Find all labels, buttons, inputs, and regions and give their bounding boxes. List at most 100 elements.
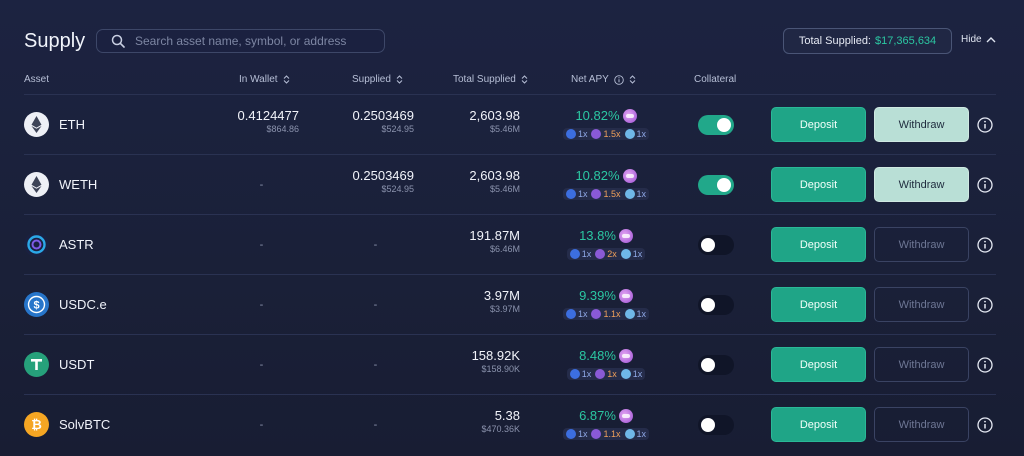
deposit-button[interactable]: Deposit bbox=[771, 167, 866, 202]
total-supplied-cell: 3.97M $3.97M bbox=[454, 288, 520, 314]
supplied-cell: 0.2503469 $524.95 bbox=[337, 108, 414, 134]
points-multipliers: 1x 1.5x 1x bbox=[562, 188, 650, 200]
collateral-toggle[interactable] bbox=[698, 115, 734, 135]
points-token-icon bbox=[569, 249, 580, 259]
asset-name: USDT bbox=[59, 357, 95, 372]
net-apy-value[interactable]: 10.82% bbox=[575, 108, 637, 123]
total-supplied-usd: $158.90K bbox=[481, 364, 520, 374]
info-icon[interactable] bbox=[977, 117, 993, 133]
supplied-cell: - bbox=[373, 299, 378, 311]
deposit-button[interactable]: Deposit bbox=[771, 407, 866, 442]
column-header-supplied[interactable]: Supplied bbox=[352, 74, 403, 85]
eth-icon bbox=[24, 112, 49, 137]
multiplier-2: 1.1x bbox=[591, 429, 621, 439]
asset-name: USDC.e bbox=[59, 297, 107, 312]
sort-icon bbox=[521, 75, 528, 84]
asset-cell[interactable]: ₿ SolvBTC bbox=[24, 412, 110, 437]
points-multipliers: 1x 1.5x 1x bbox=[562, 128, 650, 140]
asset-cell[interactable]: $ USDC.e bbox=[24, 292, 107, 317]
in-wallet-cell: - bbox=[259, 419, 264, 431]
total-supplied-usd: $5.46M bbox=[489, 184, 520, 194]
svg-text:$: $ bbox=[33, 300, 39, 312]
points-token-icon bbox=[595, 369, 606, 379]
multiplier-2-value: 1.5x bbox=[603, 129, 621, 139]
search-box[interactable] bbox=[96, 29, 385, 53]
multiplier-3: 1x bbox=[624, 129, 647, 139]
usdt-icon bbox=[24, 352, 49, 377]
info-icon[interactable] bbox=[977, 177, 993, 193]
multiplier-3-value: 1x bbox=[632, 249, 643, 259]
multiplier-2: 1.5x bbox=[591, 129, 621, 139]
collateral-toggle[interactable] bbox=[698, 295, 734, 315]
points-token-icon bbox=[591, 429, 602, 439]
asset-cell[interactable]: USDT bbox=[24, 352, 94, 377]
info-icon[interactable] bbox=[977, 237, 993, 253]
multiplier-2-value: 1.1x bbox=[603, 309, 621, 319]
hide-toggle[interactable]: Hide bbox=[961, 34, 996, 45]
sort-icon bbox=[283, 75, 290, 84]
net-apy-percent: 6.87% bbox=[579, 408, 616, 423]
net-apy-value[interactable]: 6.87% bbox=[579, 408, 633, 423]
collateral-toggle[interactable] bbox=[698, 415, 734, 435]
multiplier-1-value: 1x bbox=[577, 129, 588, 139]
hide-label: Hide bbox=[961, 34, 982, 45]
supplied-cell: 0.2503469 $524.95 bbox=[337, 168, 414, 194]
in-wallet-cell: - bbox=[259, 239, 264, 251]
withdraw-button[interactable]: Withdraw bbox=[874, 167, 969, 202]
collateral-toggle[interactable] bbox=[698, 175, 734, 195]
reward-token-icon bbox=[618, 228, 633, 243]
multiplier-1-value: 1x bbox=[577, 309, 588, 319]
asset-cell[interactable]: ETH bbox=[24, 112, 85, 137]
collateral-toggle[interactable] bbox=[698, 355, 734, 375]
asset-cell[interactable]: WETH bbox=[24, 172, 97, 197]
net-apy-value[interactable]: 13.8% bbox=[579, 228, 633, 243]
points-token-icon bbox=[591, 129, 602, 139]
info-icon[interactable] bbox=[977, 417, 993, 433]
points-token-icon bbox=[565, 129, 576, 139]
multiplier-2: 1.1x bbox=[591, 309, 621, 319]
multiplier-3-value: 1x bbox=[636, 129, 647, 139]
toggle-knob bbox=[717, 178, 731, 192]
net-apy-value[interactable]: 8.48% bbox=[579, 348, 633, 363]
multiplier-1-value: 1x bbox=[581, 249, 592, 259]
column-header-asset: Asset bbox=[24, 74, 49, 85]
deposit-button[interactable]: Deposit bbox=[771, 227, 866, 262]
net-apy-value[interactable]: 10.82% bbox=[575, 168, 637, 183]
supplied-cell-amount: 0.2503469 bbox=[352, 168, 414, 183]
column-header-total-supplied[interactable]: Total Supplied bbox=[453, 74, 528, 85]
net-apy-value[interactable]: 9.39% bbox=[579, 288, 633, 303]
multiplier-1: 1x bbox=[565, 429, 587, 439]
withdraw-button[interactable]: Withdraw bbox=[874, 107, 969, 142]
table-row-eth: ETH 0.4124477 $864.86 0.2503469 $524.95 2,… bbox=[24, 94, 996, 154]
column-header-in-wallet[interactable]: In Wallet bbox=[239, 74, 290, 85]
sort-icon bbox=[396, 75, 403, 84]
column-header-net-apy[interactable]: Net APY bbox=[571, 74, 636, 85]
column-header-collateral: Collateral bbox=[694, 74, 736, 85]
points-token-icon bbox=[620, 369, 631, 379]
multiplier-1: 1x bbox=[569, 249, 592, 259]
toggle-knob bbox=[701, 238, 715, 252]
search-input[interactable] bbox=[135, 34, 365, 48]
points-token-icon bbox=[624, 189, 635, 199]
multiplier-2-value: 1.5x bbox=[603, 189, 621, 199]
deposit-button[interactable]: Deposit bbox=[771, 287, 866, 322]
info-icon[interactable] bbox=[977, 297, 993, 313]
asset-name: ETH bbox=[59, 117, 85, 132]
points-token-icon bbox=[565, 429, 576, 439]
in-wallet-cell-amount: 0.4124477 bbox=[237, 108, 299, 123]
collateral-toggle[interactable] bbox=[698, 235, 734, 255]
info-icon[interactable] bbox=[977, 357, 993, 373]
supplied-cell-amount: 0.2503469 bbox=[352, 108, 414, 123]
deposit-button[interactable]: Deposit bbox=[771, 107, 866, 142]
asset-cell[interactable]: ASTR bbox=[24, 232, 94, 257]
total-supplied-usd: $5.46M bbox=[489, 124, 520, 134]
multiplier-1: 1x bbox=[565, 189, 587, 199]
deposit-button[interactable]: Deposit bbox=[771, 347, 866, 382]
total-supplied-cell: 2,603.98 $5.46M bbox=[454, 108, 520, 134]
info-icon[interactable] bbox=[614, 74, 624, 85]
reward-token-icon bbox=[618, 408, 633, 423]
multiplier-1-value: 1x bbox=[581, 369, 592, 379]
supplied-cell-usd: $524.95 bbox=[381, 124, 414, 134]
multiplier-2-value: 1x bbox=[607, 369, 617, 379]
column-in-wallet-label: In Wallet bbox=[239, 74, 278, 85]
